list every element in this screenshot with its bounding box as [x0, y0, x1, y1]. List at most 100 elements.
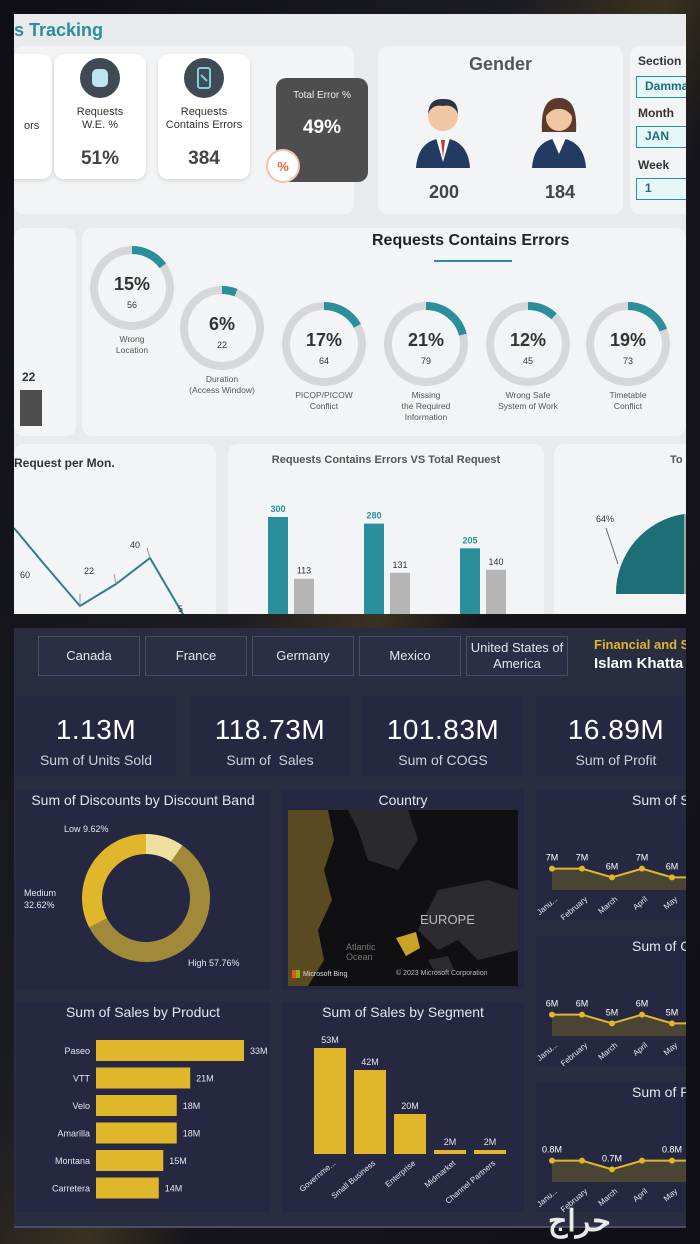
discount-donut: High 57.76% Medium 32.62% Low 9.62%	[24, 824, 240, 968]
donut-count: 22	[217, 340, 227, 350]
product-value: 15M	[169, 1156, 187, 1166]
line-path	[552, 867, 686, 879]
line-area	[552, 868, 686, 890]
product-bar-card: Sum of Sales by Product Paseo 33M VTT 21M Ve…	[16, 1002, 270, 1212]
error-value: 280	[366, 511, 381, 521]
donut-arc	[90, 246, 174, 330]
product-bar	[96, 1095, 177, 1116]
kpi-card-errors-count: Requests Contains Errors 384	[158, 54, 250, 179]
kpi-units-sold: 1.13M Sum of Units Sold	[16, 696, 176, 776]
slice-label-high: High 57.76%	[188, 958, 240, 968]
product-bar	[96, 1122, 177, 1144]
line-value: 7M	[636, 853, 649, 863]
tab-canada[interactable]: Canada	[38, 636, 140, 676]
error-donuts: 15% 56 Wrong Location 6% 22 Duration (Access Wi…	[90, 246, 670, 422]
product-value: 18M	[183, 1101, 201, 1111]
line-point	[669, 874, 675, 881]
line-value: 5M	[666, 1007, 679, 1017]
errors-panel: Requests Contains Errors 15% 56 Wrong Locat…	[82, 228, 686, 436]
male-avatar-icon	[416, 98, 470, 168]
watermark: حراج	[548, 1205, 611, 1238]
product-bar	[96, 1150, 164, 1171]
donut-arc	[282, 302, 366, 386]
donut-count: 64	[319, 356, 329, 366]
errors-vs-total-chart: 300 113 280 131 205 140	[268, 504, 506, 614]
donut-arc	[486, 302, 570, 386]
slice-label-medium: Medium 32.62%	[24, 888, 56, 910]
discount-slice	[89, 845, 210, 962]
donut-percent: 17%	[306, 330, 342, 350]
donut-percent: 6%	[209, 314, 235, 334]
cogs-line: 6M Janu... 6M February 5M March 6M April 5M May	[536, 999, 686, 1066]
product-value: 21M	[196, 1074, 214, 1084]
line-path	[552, 1013, 686, 1025]
line-month: May	[662, 1187, 679, 1204]
total-bar	[294, 578, 314, 614]
segment-value: 20M	[401, 1101, 419, 1111]
donut-arc	[586, 302, 670, 386]
line-value: 5M	[606, 1007, 619, 1017]
error-bar	[268, 517, 288, 614]
segment-bar	[434, 1150, 466, 1154]
section-filter[interactable]: Damma	[636, 76, 686, 98]
kpi-profit: 16.89M Sum of Profit	[536, 696, 686, 776]
country-map[interactable]: EUROPE Atlantic Ocean Microsoft Bing © 2…	[288, 810, 518, 986]
product-label: Velo	[72, 1101, 90, 1111]
donut-count: 79	[421, 356, 431, 366]
line-month: Janu...	[536, 1041, 559, 1063]
segment-value: 2M	[444, 1137, 457, 1147]
tab-usa[interactable]: United States of America	[466, 636, 568, 676]
line-panel: Request per Mon. 60 22 40 5	[14, 444, 216, 614]
line-path	[552, 1159, 686, 1171]
tracking-dashboard: s Tracking ors Requests W.E. % 51% Reque…	[14, 14, 686, 614]
donut-arc	[180, 286, 264, 370]
segment-label: Enterprise	[384, 1158, 418, 1189]
line-point	[609, 1166, 615, 1173]
line-value: 6M	[636, 999, 649, 1009]
segment-value: 2M	[484, 1137, 497, 1147]
donut-label: Duration (Access Window)	[189, 374, 255, 395]
donut-label: Missing the Required Information	[402, 390, 451, 422]
pie-panel: To 64%	[554, 444, 686, 614]
segment-bar	[314, 1048, 346, 1154]
segment-label: Midmarket	[423, 1158, 458, 1189]
total-bar	[486, 569, 506, 614]
bottom-divider	[14, 1226, 686, 1228]
filter-panel: Section Damma Month JAN Week 1	[630, 46, 686, 214]
line-month: February	[559, 895, 589, 920]
bing-logo: Microsoft Bing	[292, 970, 347, 978]
country-map-card: Country EUROPE Atlantic Ocean Microsoft …	[282, 790, 524, 990]
donut-label: PICOP/PICOW Conflict	[295, 390, 353, 411]
line-point	[549, 865, 555, 872]
segment-bar	[474, 1150, 506, 1154]
sales-line-card: Sum of S 7M Janu... 7M February 6M March 7M Apr…	[536, 790, 686, 920]
donut-label: Timetable Conflict	[609, 390, 646, 411]
slice-label-low: Low 9.62%	[64, 824, 109, 834]
document-icon	[80, 58, 120, 98]
tab-mexico[interactable]: Mexico	[359, 636, 461, 676]
line-point	[639, 1011, 645, 1018]
error-bar	[364, 523, 384, 614]
line-value: 6M	[666, 861, 679, 871]
kpi-cogs: 101.83M Sum of COGS	[363, 696, 523, 776]
dashboard-title: s Tracking	[14, 20, 104, 40]
tab-germany[interactable]: Germany	[252, 636, 354, 676]
sales-line: 7M Janu... 7M February 6M March 7M April 6M May	[536, 853, 686, 920]
left-bar	[20, 390, 42, 426]
error-value: 205	[462, 535, 477, 545]
tab-france[interactable]: France	[145, 636, 247, 676]
discount-slice	[81, 834, 146, 928]
total-value: 140	[488, 557, 503, 567]
female-count: 184	[544, 182, 576, 202]
line-value: 0.8M	[662, 1145, 682, 1155]
total-bar	[390, 572, 410, 614]
discount-slice	[146, 834, 183, 862]
line-month: May	[662, 895, 679, 912]
line-point	[639, 865, 645, 872]
month-filter[interactable]: JAN	[636, 126, 686, 148]
segment-value: 42M	[361, 1057, 379, 1067]
week-filter[interactable]: 1	[636, 178, 686, 200]
line-point	[669, 1020, 675, 1027]
segment-bar-card: Sum of Sales by Segment 53M Governme... 42…	[282, 1002, 524, 1212]
total-pie	[605, 514, 686, 594]
